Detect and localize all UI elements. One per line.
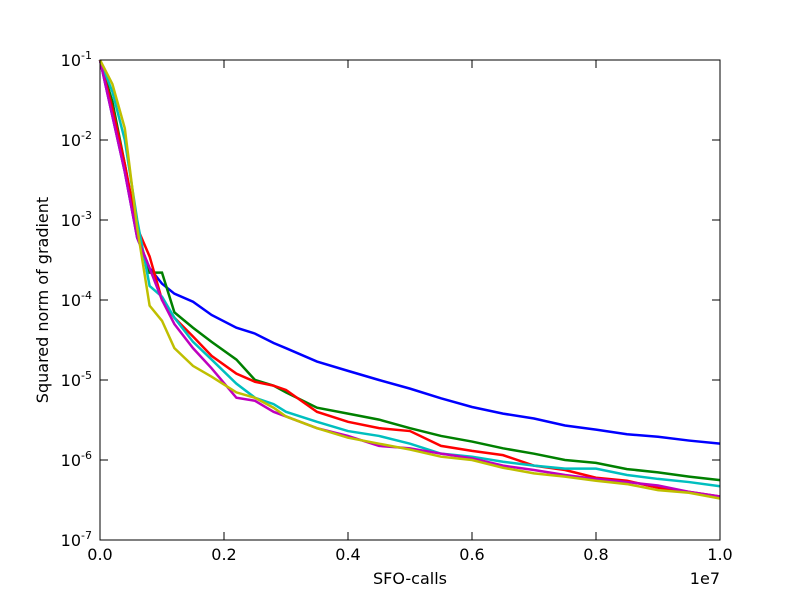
x-tick-label: 0.0 <box>87 545 112 564</box>
y-tick-label: 10-3 <box>61 209 92 230</box>
y-tick-label: 10-7 <box>61 529 92 550</box>
x-tick-label: 0.4 <box>335 545 360 564</box>
y-tick-label: 10-4 <box>61 289 92 310</box>
line-series <box>98 59 721 498</box>
y-tick-label: 10-1 <box>61 49 92 70</box>
x-tick-label: 0.6 <box>459 545 484 564</box>
x-offset-label: 1e7 <box>690 569 720 588</box>
x-axis-label: SFO-calls <box>373 569 447 588</box>
y-tick-label: 10-6 <box>61 449 92 470</box>
x-tick-label: 0.8 <box>583 545 608 564</box>
y-tick-label: 10-5 <box>61 369 92 390</box>
plot-area <box>98 59 721 500</box>
line-series <box>98 59 721 500</box>
line-series <box>98 59 721 488</box>
y-axis-label: Squared norm of gradient <box>33 197 52 403</box>
x-tick-label: 1.0 <box>707 545 732 564</box>
y-tick-label: 10-2 <box>61 129 92 150</box>
x-tick-label: 0.2 <box>211 545 236 564</box>
